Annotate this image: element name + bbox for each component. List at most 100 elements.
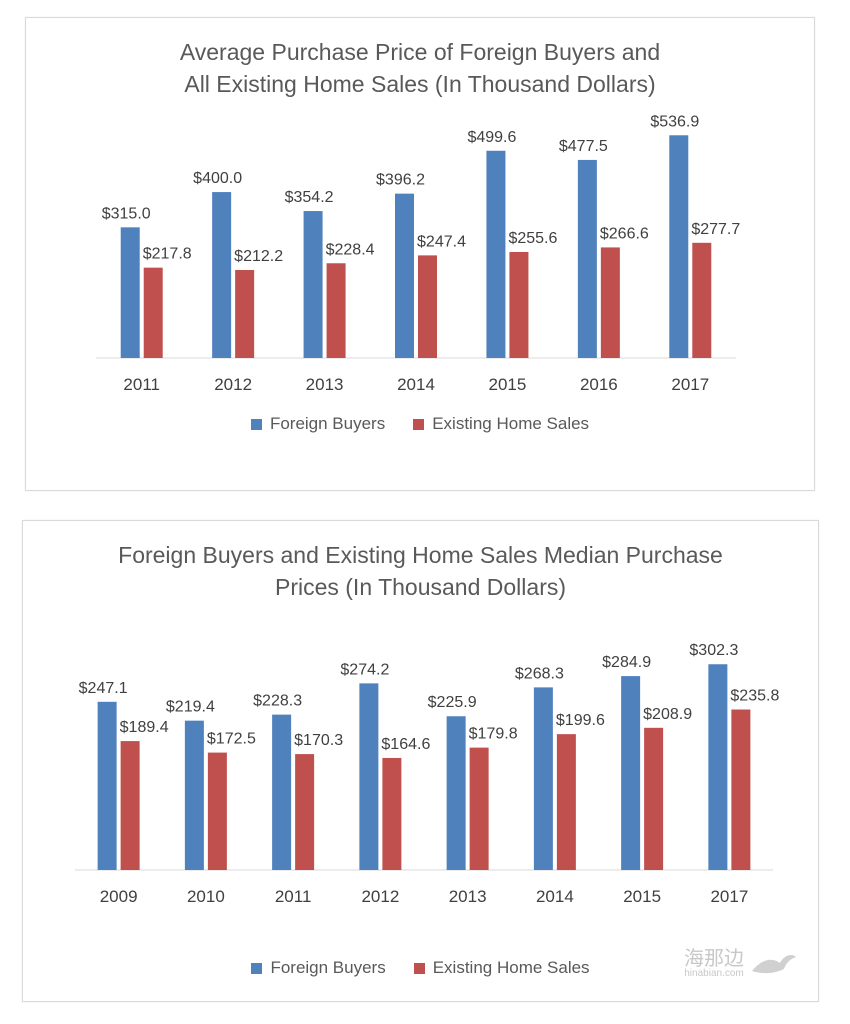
legend-item-existing-home-sales: Existing Home Sales: [413, 414, 589, 434]
bird-logo-icon: [752, 955, 796, 974]
x-tick-label-2011: 2011: [123, 375, 160, 394]
data-label-existing-home-sales-2011: $217.8: [143, 246, 192, 263]
x-tick-label-2012: 2012: [361, 887, 399, 906]
watermark-subtext: hinabian.com: [684, 968, 744, 979]
data-label-foreign-buyers-2016: $477.5: [559, 138, 608, 155]
data-label-existing-home-sales-2009: $189.4: [120, 719, 169, 736]
data-label-existing-home-sales-2015: $255.6: [508, 230, 557, 247]
legend-label-existing-home-sales: Existing Home Sales: [432, 414, 590, 433]
x-tick-label-2012: 2012: [214, 375, 252, 394]
bar-foreign-buyers-2012: [359, 683, 379, 870]
bar-foreign-buyers-2010: [184, 720, 204, 870]
data-label-existing-home-sales-2011: $170.3: [294, 732, 343, 749]
bar-existing-home-sales-2015: [644, 727, 664, 870]
legend-swatch-foreign-buyers: [250, 418, 262, 430]
legend-swatch-foreign-buyers: [251, 962, 263, 974]
chart-legend: Foreign Buyers Existing Home Sales: [26, 414, 814, 434]
bar-chart-median-price: $247.1 $189.4 2009 $219.4 $172.5 2010 $228.3 $1…: [75, 642, 779, 906]
data-label-foreign-buyers-2015: $284.9: [602, 654, 651, 671]
bar-foreign-buyers-2015: [486, 150, 506, 358]
bar-foreign-buyers-2011: [272, 714, 292, 870]
data-label-foreign-buyers-2010: $219.4: [166, 699, 215, 716]
bar-foreign-buyers-2015: [621, 676, 641, 870]
data-label-existing-home-sales-2013: $228.4: [326, 241, 375, 258]
bar-foreign-buyers-2017: [669, 135, 689, 358]
data-label-foreign-buyers-2015: $499.6: [467, 129, 516, 146]
bar-existing-home-sales-2013: [469, 747, 489, 870]
bar-foreign-buyers-2012: [212, 192, 232, 358]
chart-panel-average-price: Average Purchase Price of Foreign Buyers…: [25, 17, 815, 491]
x-tick-label-2014: 2014: [536, 887, 574, 906]
data-label-foreign-buyers-2011: $315.0: [102, 205, 151, 222]
data-label-existing-home-sales-2015: $208.9: [643, 706, 692, 723]
legend-label-existing-home-sales: Existing Home Sales: [432, 958, 590, 977]
x-tick-label-2009: 2009: [100, 887, 138, 906]
bar-existing-home-sales-2011: [143, 267, 163, 358]
data-label-foreign-buyers-2013: $354.2: [285, 189, 334, 206]
x-tick-label-2013: 2013: [449, 887, 487, 906]
legend-label-foreign-buyers: Foreign Buyers: [270, 958, 386, 977]
x-tick-label-2014: 2014: [397, 375, 435, 394]
bar-existing-home-sales-2010: [207, 752, 227, 870]
data-label-foreign-buyers-2014: $396.2: [376, 172, 425, 189]
watermark: 海那边 hinabian.com: [684, 949, 798, 979]
x-tick-label-2015: 2015: [489, 375, 527, 394]
legend-label-foreign-buyers: Foreign Buyers: [269, 414, 386, 433]
legend-swatch-existing-home-sales: [413, 418, 425, 430]
data-label-foreign-buyers-2014: $268.3: [515, 665, 564, 682]
data-label-foreign-buyers-2012: $400.0: [193, 170, 242, 187]
data-label-foreign-buyers-2013: $225.9: [428, 694, 477, 711]
data-label-foreign-buyers-2012: $274.2: [340, 661, 389, 678]
chart-title-line-2: All Existing Home Sales (In Thousand Dol…: [184, 71, 656, 97]
chart-title: Average Purchase Price of Foreign Buyers…: [26, 36, 814, 100]
data-label-existing-home-sales-2013: $179.8: [469, 726, 518, 743]
bar-foreign-buyers-2014: [533, 687, 553, 870]
data-label-foreign-buyers-2011: $228.3: [253, 693, 302, 710]
legend-item-foreign-buyers: Foreign Buyers: [250, 414, 386, 434]
x-tick-label-2015: 2015: [623, 887, 661, 906]
legend-item-foreign-buyers: Foreign Buyers: [251, 958, 386, 978]
bar-foreign-buyers-2009: [97, 701, 117, 870]
bar-foreign-buyers-2017: [708, 664, 728, 870]
data-label-existing-home-sales-2012: $164.6: [381, 736, 430, 753]
bar-existing-home-sales-2017: [692, 242, 712, 358]
data-label-existing-home-sales-2010: $172.5: [207, 731, 256, 748]
legend-swatch-existing-home-sales: [413, 962, 425, 974]
data-label-foreign-buyers-2017: $302.3: [689, 642, 738, 659]
bar-existing-home-sales-2012: [235, 269, 255, 358]
chart-panel-median-price: Foreign Buyers and Existing Home Sales M…: [22, 520, 819, 1002]
x-tick-label-2016: 2016: [580, 375, 618, 394]
chart-title: Foreign Buyers and Existing Home Sales M…: [23, 539, 818, 603]
data-label-existing-home-sales-2017: $235.8: [730, 688, 779, 705]
bar-foreign-buyers-2013: [446, 716, 466, 870]
x-tick-label-2010: 2010: [187, 887, 225, 906]
data-label-existing-home-sales-2014: $199.6: [556, 712, 605, 729]
bar-existing-home-sales-2014: [418, 255, 437, 358]
data-label-foreign-buyers-2017: $536.9: [650, 113, 699, 130]
bar-existing-home-sales-2012: [382, 757, 402, 870]
legend-item-existing-home-sales: Existing Home Sales: [413, 958, 590, 978]
bar-existing-home-sales-2014: [556, 734, 576, 870]
x-tick-label-2013: 2013: [306, 375, 344, 394]
data-label-existing-home-sales-2016: $266.6: [600, 225, 649, 242]
chart-title-line-1: Average Purchase Price of Foreign Buyers…: [179, 39, 661, 65]
x-tick-label-2017: 2017: [710, 887, 748, 906]
data-label-foreign-buyers-2009: $247.1: [79, 680, 128, 697]
bar-existing-home-sales-2013: [326, 263, 346, 358]
watermark-text: 海那边: [684, 948, 744, 970]
bar-existing-home-sales-2016: [600, 247, 620, 358]
chart-title-line-2: Prices (In Thousand Dollars): [274, 574, 567, 600]
bar-chart-average-price: $315.0 $217.8 2011 $400.0 $212.2 2012 $354.2 $2…: [96, 113, 740, 394]
bar-existing-home-sales-2009: [120, 741, 140, 870]
bar-existing-home-sales-2015: [509, 251, 529, 358]
chart-legend: Foreign Buyers Existing Home Sales: [23, 958, 818, 978]
bar-foreign-buyers-2013: [303, 211, 323, 358]
x-tick-label-2017: 2017: [671, 375, 709, 394]
bar-existing-home-sales-2011: [295, 754, 315, 870]
bar-existing-home-sales-2017: [731, 709, 751, 870]
chart-title-line-1: Foreign Buyers and Existing Home Sales M…: [118, 542, 723, 568]
x-tick-label-2011: 2011: [275, 887, 312, 906]
data-label-existing-home-sales-2017: $277.7: [691, 221, 740, 238]
data-label-existing-home-sales-2012: $212.2: [234, 248, 283, 265]
bar-foreign-buyers-2014: [395, 193, 414, 358]
